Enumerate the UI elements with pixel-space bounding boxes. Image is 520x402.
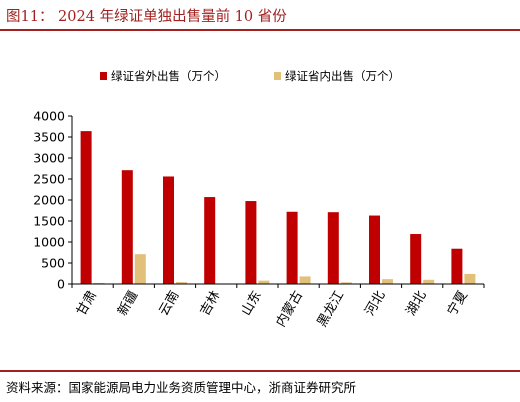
bar-inside-5 — [258, 280, 270, 284]
y-tick-label: 3500 — [33, 130, 65, 145]
source-rule — [0, 370, 520, 372]
legend-swatch-2 — [274, 72, 281, 80]
bar-outside-1 — [80, 131, 92, 284]
x-tick-label: 甘肃 — [74, 289, 100, 319]
bar-inside-1 — [93, 282, 105, 284]
y-tick-label: 4000 — [33, 109, 65, 124]
y-tick-label: 1000 — [33, 235, 65, 250]
y-tick-label: 500 — [41, 256, 65, 271]
x-tick-label: 山东 — [239, 289, 265, 319]
legend-swatch-1 — [100, 72, 107, 80]
bar-inside-10 — [464, 273, 476, 284]
bar-chart: 绿证省外出售（万个） 绿证省内出售（万个） 0 500 1000 1500 2000 250… — [33, 69, 485, 330]
y-axis: 0 500 1000 1500 2000 2500 3000 3500 4000 — [33, 109, 73, 292]
bar-outside-7 — [327, 212, 339, 284]
bar-inside-9 — [423, 279, 435, 284]
legend-label-2: 绿证省内出售（万个） — [285, 69, 400, 83]
x-tick-label: 河北 — [362, 289, 388, 319]
x-axis: 甘肃 新疆 云南 吉林 山东 内蒙古 黑龙江 河北 湖北 宁夏 — [71, 283, 485, 330]
y-tick-label: 3000 — [33, 151, 65, 166]
bar-outside-5 — [245, 201, 257, 284]
x-tick-label: 云南 — [156, 288, 183, 319]
x-tick-label: 黑龙江 — [315, 289, 347, 330]
bar-outside-6 — [286, 211, 298, 284]
chart-legend: 绿证省外出售（万个） 绿证省内出售（万个） — [100, 69, 400, 83]
y-tick-label: 2500 — [33, 172, 65, 187]
bar-outside-2 — [121, 170, 133, 284]
bar-outside-9 — [410, 234, 422, 284]
bar-outside-10 — [451, 248, 463, 284]
x-tick-label: 新疆 — [114, 288, 141, 319]
bars — [80, 131, 476, 284]
y-tick-label: 0 — [57, 277, 65, 292]
bar-outside-8 — [369, 215, 380, 284]
bar-inside-7 — [340, 282, 352, 284]
legend-label-1: 绿证省外出售（万个） — [111, 69, 226, 83]
title-rule — [0, 29, 520, 31]
bar-outside-4 — [204, 197, 216, 284]
x-tick-label: 吉林 — [198, 289, 224, 319]
bar-outside-3 — [163, 176, 174, 284]
x-tick-label: 湖北 — [404, 289, 430, 319]
bar-inside-3 — [176, 282, 187, 284]
bar-inside-2 — [134, 254, 146, 284]
figure-title: 图11： 2024 年绿证单独出售量前 10 省份 — [6, 9, 287, 25]
y-tick-label: 1500 — [33, 214, 65, 229]
y-tick-label: 2000 — [33, 193, 65, 208]
bar-inside-8 — [382, 279, 393, 284]
x-tick-label: 内蒙古 — [273, 288, 306, 330]
bar-inside-6 — [299, 276, 311, 284]
source-note: 资料来源：国家能源局电力业务资质管理中心，浙商证券研究所 — [6, 380, 357, 395]
x-tick-label: 宁夏 — [444, 288, 471, 319]
